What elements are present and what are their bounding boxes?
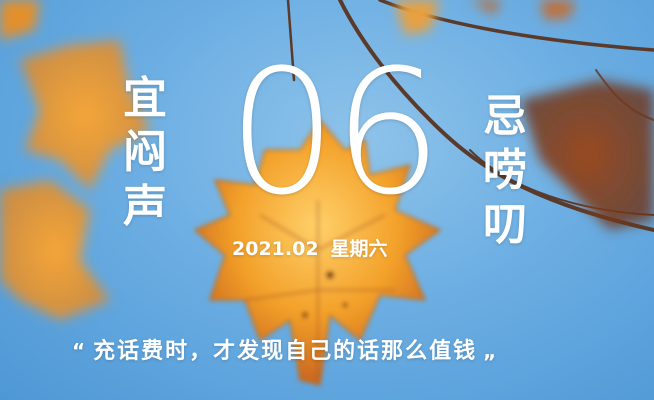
quote: “充话费时，才发现自己的话那么值钱 „ [66,333,606,365]
yi-char-2: 闷 [123,127,167,178]
quote-text: 充话费时，才发现自己的话那么值钱 [93,339,478,364]
ji-char-1: 忌 [483,91,527,142]
maple-leaf [193,118,442,386]
yi-column: 宜 闷 声 [118,72,172,234]
quote-open-mark: “ [72,339,88,363]
date-line: 2021.02 星期六 [232,234,442,261]
yi-char-3: 声 [123,181,167,232]
blurred-leaves [0,0,654,320]
ji-char-2: 唠 [483,145,527,196]
quote-close-mark: „ [483,339,499,363]
ji-char-3: 叨 [483,199,527,250]
day-number: 06 [227,32,443,233]
date-text: 2021.02 [232,238,319,260]
weekday-text: 星期六 [330,238,388,260]
ji-column: 忌 唠 叨 [478,90,532,252]
yi-char-1: 宜 [123,73,167,124]
